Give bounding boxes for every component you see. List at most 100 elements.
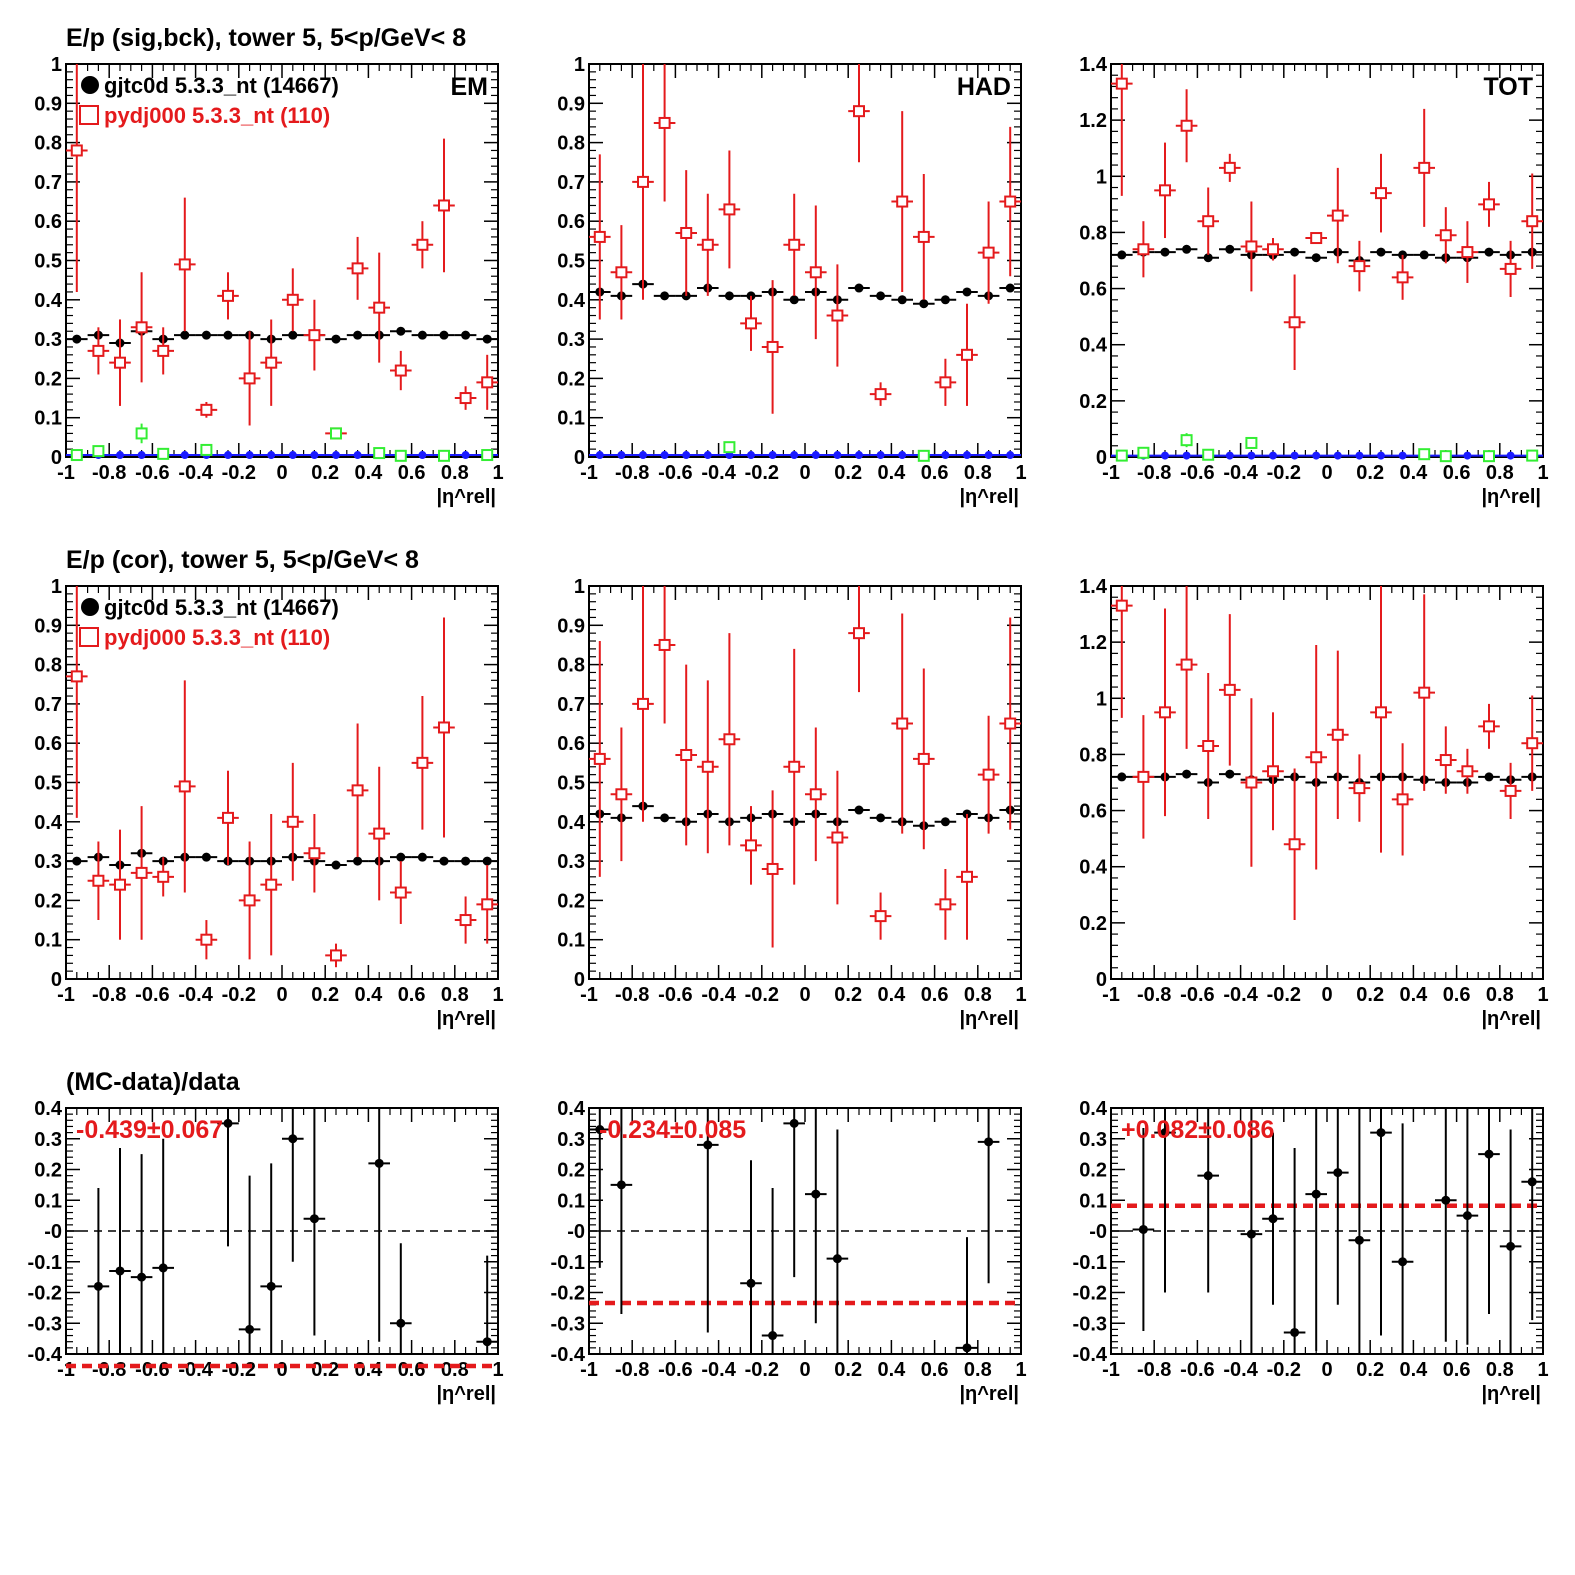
- series-mc: [589, 586, 1021, 948]
- y-tick-label: 0.1: [557, 930, 585, 952]
- x-tick-label: -0.8: [92, 462, 126, 484]
- panel-tot_cor: -1 -0.8 -0.6 -0.4 -0.2 0 0.2 0.4 0.6 0.8 1 0 0.2 0.4 0…: [1079, 576, 1548, 1030]
- x-tick-label: 1: [1015, 984, 1026, 1006]
- mc-point: [438, 199, 450, 212]
- x-tick-label: 0.2: [1356, 984, 1384, 1006]
- bkg-data-point: [461, 451, 470, 460]
- y-tick-label: 1: [51, 576, 62, 598]
- legend-mc-marker: [79, 627, 99, 647]
- data-point: [897, 295, 907, 305]
- bkg-data-point: [747, 451, 755, 460]
- y-tick-label: 0.3: [34, 851, 62, 873]
- mc-point: [961, 348, 973, 361]
- data-point: [854, 805, 864, 815]
- series-mc: [1111, 586, 1543, 921]
- ratio-point: [1376, 1128, 1386, 1138]
- x-tick-label: 0.6: [1443, 1359, 1471, 1381]
- data-point: [854, 283, 864, 293]
- y-tick-label: 0.2: [557, 368, 585, 390]
- legend-mc-marker: [79, 105, 99, 125]
- y-tick-label: -0.4: [551, 1344, 586, 1366]
- x-tick-label: 0: [799, 984, 810, 1006]
- data-point: [940, 295, 950, 305]
- ratio-point: [1527, 1177, 1537, 1187]
- x-tick-label: 1: [1537, 1359, 1548, 1381]
- mc-point: [853, 627, 865, 640]
- mc-point: [615, 266, 628, 279]
- ratio-point: [93, 1281, 103, 1291]
- mc-point: [723, 733, 736, 746]
- mc-point: [701, 238, 714, 251]
- mc-point: [982, 246, 995, 259]
- x-tick-label: -0.2: [222, 984, 256, 1006]
- mc-point: [1202, 740, 1215, 753]
- bkg-data-point: [617, 451, 626, 460]
- mc-point: [745, 317, 757, 330]
- bkg-mc-point: [1526, 449, 1539, 462]
- ratio-point: [811, 1189, 821, 1199]
- bkg-data-point: [1398, 451, 1407, 460]
- y-tick-label: 0: [1096, 969, 1107, 991]
- mc-point: [373, 827, 386, 840]
- plot-frame: [1110, 63, 1544, 458]
- y-tick-label: 0.5: [557, 251, 585, 273]
- mc-point: [1115, 599, 1128, 612]
- mc-point: [1418, 161, 1431, 174]
- mc-point: [416, 756, 429, 769]
- x-axis-label: |η^rel|: [1481, 1383, 1541, 1405]
- mc-point: [874, 388, 887, 401]
- data-point: [288, 330, 298, 340]
- bkg-data-point: [768, 451, 777, 460]
- y-tick-label: 0.6: [1079, 801, 1107, 823]
- series-bkg-mc: [723, 441, 930, 462]
- y-tick-label: 0: [574, 447, 585, 469]
- mc-point: [92, 874, 105, 887]
- x-tick-label: -1: [57, 462, 75, 484]
- x-tick-label: -0.2: [745, 462, 779, 484]
- mc-point: [394, 364, 407, 377]
- mc-point: [1353, 260, 1366, 273]
- y-tick-label: -0: [44, 1221, 62, 1243]
- x-tick-label: 0.6: [1443, 462, 1471, 484]
- y-tick-label: 1: [574, 576, 585, 598]
- series-ratio: [1132, 1108, 1543, 1354]
- mc-point: [637, 697, 649, 710]
- mc-point: [1137, 243, 1150, 256]
- bkg-mc-point: [373, 447, 386, 460]
- bkg-mc-point: [135, 427, 148, 440]
- data-point: [876, 813, 886, 823]
- mc-point: [766, 340, 779, 353]
- x-tick-label: 0.8: [441, 1359, 469, 1381]
- mc-point: [1504, 262, 1517, 275]
- x-tick-label: 0.8: [964, 1359, 992, 1381]
- mc-point: [157, 344, 170, 357]
- ratio-point: [616, 1180, 626, 1190]
- x-tick-label: 1: [1015, 1359, 1026, 1381]
- ratio-point: [1290, 1327, 1300, 1337]
- y-tick-label: 0.2: [34, 890, 62, 912]
- x-tick-label: 0.4: [877, 984, 906, 1006]
- x-tick-label: 0.4: [1399, 462, 1428, 484]
- x-tick-label: -0.8: [92, 984, 126, 1006]
- bkg-mc-point: [481, 449, 494, 462]
- y-tick-label: -0: [567, 1221, 585, 1243]
- mc-point: [308, 847, 321, 860]
- data-point: [72, 856, 82, 866]
- data-point: [223, 330, 233, 340]
- mc-point: [788, 760, 801, 773]
- ratio-point: [309, 1214, 319, 1224]
- data-point: [1225, 244, 1235, 254]
- y-tick-label: 0.8: [557, 655, 585, 677]
- mc-point: [265, 878, 278, 891]
- x-tick-label: -1: [580, 984, 598, 1006]
- ratio-point: [374, 1158, 384, 1168]
- mc-point: [615, 788, 628, 801]
- data-point: [1311, 253, 1321, 263]
- panel-em_ratio: -1 -0.8 -0.6 -0.4 -0.2 0 0.2 0.4 0.6 0.8 1-0.4-0.3…: [28, 1098, 504, 1405]
- ratio-point: [266, 1281, 276, 1291]
- y-tick-label: 0.3: [34, 329, 62, 351]
- legend-sigbck: gjtc0d 5.3.3_nt (14667) pydj000 5.3.3_nt…: [79, 73, 339, 128]
- x-tick-label: -0.4: [1223, 984, 1258, 1006]
- bkg-data-point: [332, 451, 340, 460]
- mc-point: [1223, 161, 1236, 174]
